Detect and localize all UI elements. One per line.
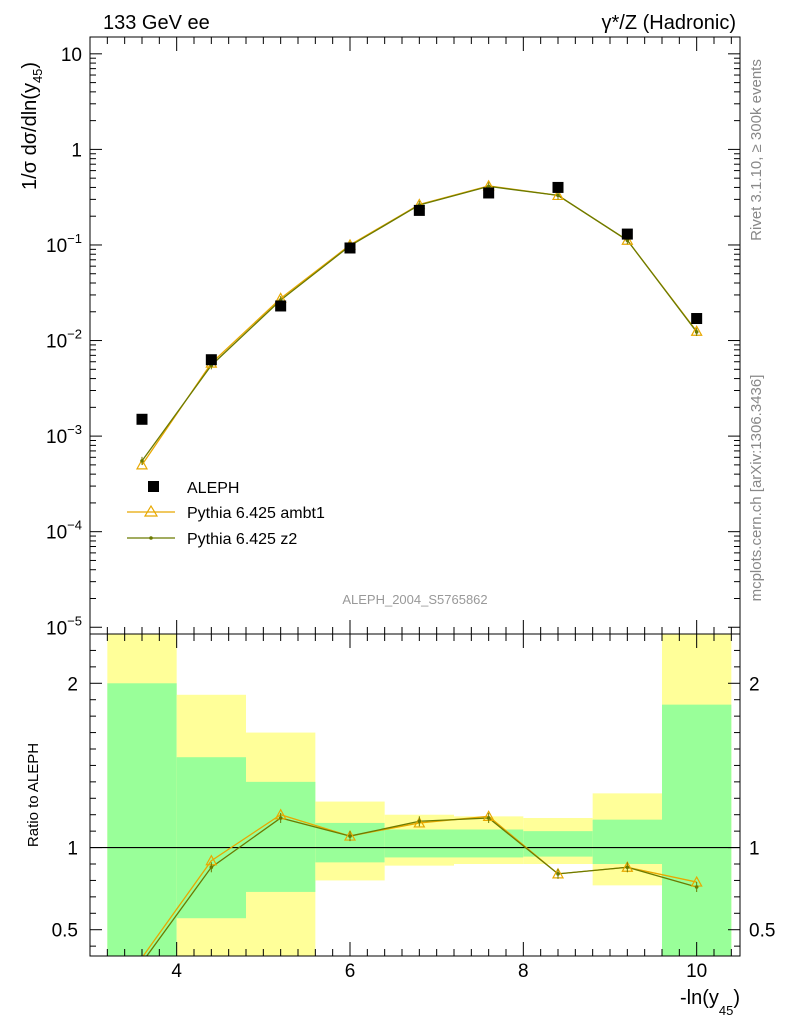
y-axis-label-top: 1/σ dσ/dln(y45) (19, 62, 45, 190)
stat-band (384, 829, 454, 858)
ratio-y-tick-label-right: 2 (749, 674, 760, 695)
legend-z2-label: Pythia 6.425 z2 (187, 531, 297, 548)
ratio-y-ticks: 2 2 1 1 0.5 0.5 (52, 649, 775, 947)
top-y-tick-exp: −4 (67, 518, 82, 533)
ratio-frame (89, 633, 741, 957)
top-y-tick-base: 10 (61, 45, 82, 66)
ratio-y-tick-label-right: 0.5 (749, 921, 775, 942)
x-label-sub: 45 (719, 1003, 733, 1018)
top-y-tick-label: 10−2 (46, 327, 82, 353)
stat-band (592, 819, 662, 864)
z2-ratio-point (348, 834, 352, 838)
top-y-tick-label: 1 (71, 140, 82, 161)
top-y-tick-base: 10 (46, 523, 67, 544)
analysis-label: ALEPH_2004_S5765862 (342, 592, 487, 607)
stat-band (662, 704, 732, 956)
top-x-ticks (106, 37, 732, 634)
aleph-point (344, 242, 356, 254)
aleph-point (552, 181, 564, 193)
top-y-tick-exp: −1 (67, 231, 82, 246)
aleph-point (621, 228, 633, 240)
z2-ratio-point (625, 865, 630, 870)
stat-band (523, 831, 593, 857)
legend-ambt1-marker (143, 504, 159, 517)
z2-point (556, 193, 560, 198)
top-y-tick-label: 10−5 (46, 613, 82, 639)
top-y-tick-exp: −5 (67, 613, 82, 628)
aleph-point (413, 204, 425, 216)
top-y-tick-base: 10 (46, 427, 67, 448)
title-left: 133 GeV ee (103, 12, 210, 34)
top-y-tick-base: 10 (46, 618, 67, 639)
z2-ratio-point (486, 816, 491, 820)
x-tick-label: 4 (171, 961, 182, 982)
ratio-y-tick-label-right: 1 (749, 839, 760, 860)
ambt1-point (135, 458, 149, 470)
legend-aleph-marker (148, 481, 159, 492)
x-tick-label: 8 (518, 961, 529, 982)
aleph-point (136, 413, 148, 425)
top-y-tick-label: 10−3 (46, 422, 82, 448)
ambt1-line (141, 185, 698, 466)
legend-ambt1-label: Pythia 6.425 ambt1 (187, 505, 325, 522)
top-y-tick-label: 10−1 (46, 231, 82, 257)
stat-band (176, 757, 246, 919)
ratio-x-ticks: 4 6 8 10 (106, 634, 732, 982)
legend-aleph-label: ALEPH (187, 480, 239, 497)
aleph-point (483, 187, 495, 199)
ratio-y-tick-label-left: 1 (67, 839, 78, 860)
top-y-tick-exp: −3 (67, 422, 82, 437)
z2-point (486, 184, 491, 189)
top-y-tick-base: 10 (46, 332, 67, 353)
legend-z2-marker (149, 536, 153, 540)
title-right: γ*/Z (Hadronic) (602, 12, 736, 34)
x-tick-label: 10 (686, 961, 707, 982)
ratio-markers (142, 808, 703, 956)
aleph-point (275, 300, 287, 312)
stat-band (246, 781, 316, 892)
top-y-tick-label: 10−4 (46, 518, 82, 544)
x-tick-label: 6 (345, 961, 356, 982)
z2-ratio-point (556, 872, 560, 876)
y-label-end: ) (19, 62, 41, 69)
ratio-y-label: Ratio to ALEPH (25, 743, 42, 847)
z2-ratio-point (694, 885, 699, 889)
top-y-tick-label: 10 (61, 45, 82, 66)
ratio-marker-group (142, 808, 703, 956)
top-panel: 133 GeV ee γ*/Z (Hadronic) 1/σ dσ/dln(y4… (19, 12, 741, 639)
top-y-tick-base: 1 (71, 140, 82, 161)
ratio-bands (107, 634, 732, 956)
z2-ratio-point (278, 816, 283, 820)
ambt1-ratio-point (413, 816, 426, 828)
top-y-tick-base: 10 (46, 236, 67, 257)
aleph-point (691, 313, 703, 325)
rivet-label: Rivet 3.1.10, ≥ 300k events (748, 59, 765, 241)
stat-band (454, 829, 524, 858)
top-y-tick-exp: −2 (67, 327, 82, 342)
y-label-main: 1/σ dσ/dln(y (19, 83, 41, 190)
mcplots-label: mcplots.cern.ch [arXiv:1306.3436] (748, 375, 765, 602)
legend: ALEPH Pythia 6.425 ambt1 Pythia 6.425 z2 (127, 480, 325, 548)
x-axis-label: -ln(y45) (680, 987, 740, 1018)
ratio-y-tick-label-left: 0.5 (52, 921, 78, 942)
stat-band (107, 683, 177, 956)
z2-point (140, 459, 144, 463)
z2-ratio-point (417, 819, 422, 824)
ratio-y-tick-label-left: 2 (67, 674, 78, 695)
top-markers (135, 179, 703, 470)
z2-line (141, 185, 698, 462)
x-label-main: -ln(y (680, 987, 719, 1009)
aleph-point (205, 354, 217, 366)
z2-ratio-point (209, 865, 214, 870)
x-label-end: ) (733, 987, 740, 1009)
y-label-sub: 45 (30, 69, 45, 83)
z2-point (694, 330, 699, 334)
ratio-panel: 2 2 1 1 0.5 0.5 4 6 8 10 Ratio to ALEPH (25, 633, 775, 982)
